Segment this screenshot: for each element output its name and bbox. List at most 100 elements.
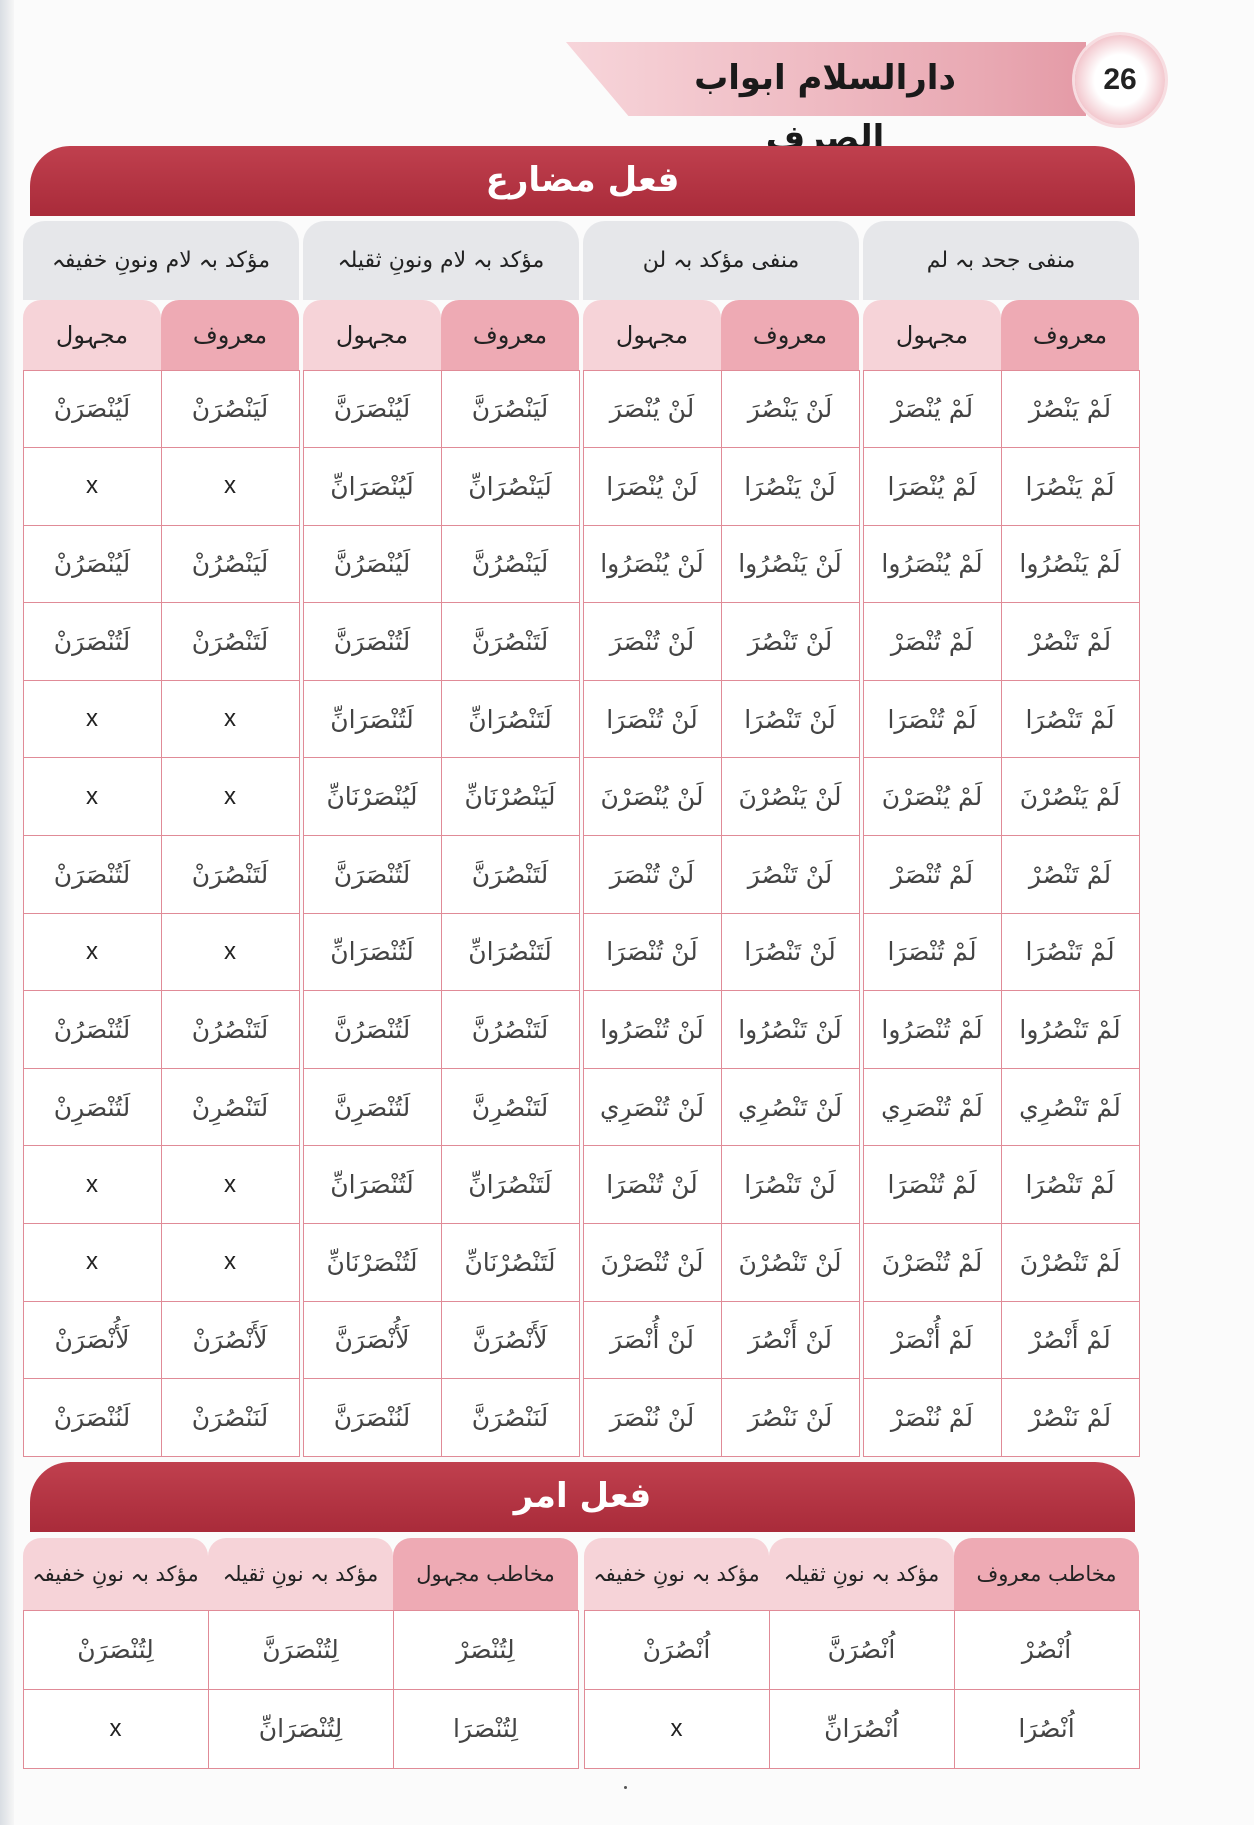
table-cell: لَتَنْصُرَنْ [160, 602, 300, 681]
table-cell: x [160, 1145, 300, 1225]
table-row: لَمْ أَنْصُرْ لَمْ أُنْصَرْ [862, 1300, 1140, 1380]
table-row: لَنْ تَنْصُرَا لَنْ تُنْصَرَا [582, 679, 860, 759]
amr-header-row: مخاطب مجہول مؤکد بہ نونِ ثقیلہ مؤکد بہ نون… [23, 1538, 578, 1610]
table-cell: لَتَنْصُرَنْ [160, 835, 300, 914]
table-cell: لَنْ تُنْصَرُوا [582, 990, 722, 1069]
table-cell: لَتُنْصَرَانِّ [302, 912, 442, 992]
amr-header: مخاطب مجہول [393, 1538, 578, 1610]
table-row: لَنْ تَنْصُرْنَ لَنْ تُنْصَرْنَ [582, 1223, 860, 1302]
table-cell: لَتَنْصُرِنَّ [440, 1067, 580, 1147]
table-cell: x [22, 447, 162, 526]
table-cell: لَمْ نُنْصَرْ [862, 1378, 1002, 1457]
table-cell: لَيُنْصَرْنَانِّ [302, 757, 442, 837]
table-cell: لَنْ نُنْصَرَ [582, 1378, 722, 1457]
table-cell: لَمْ تُنْصَرْ [862, 835, 1002, 914]
table-cell: لَنْ يُنْصَرَا [582, 447, 722, 526]
table-cell: لَنْ أُنْصَرَ [582, 1300, 722, 1380]
table-row: لَنْ تَنْصُرَا لَنْ تُنْصَرَا [582, 912, 860, 992]
page-number: 26 [1075, 35, 1165, 125]
table-row: لَنَنْصُرَنْ لَنُنْصَرَنْ [22, 1378, 300, 1457]
table-row: لَتَنْصُرَانِّ لَتُنْصَرَانِّ [302, 912, 580, 992]
table-row: لَتَنْصُرُنْ لَتُنْصَرُنْ [22, 990, 300, 1069]
table-cell: لَنْ نَنْصُرَ [720, 1378, 860, 1457]
amr-table: مخاطب معروف مؤکد بہ نونِ ثقیلہ مؤکد بہ نون… [22, 1538, 1140, 1769]
table-row: لَمْ تَنْصُرَا لَمْ تُنْصَرَا [862, 679, 1140, 759]
table-cell: لَيَنْصُرُنَّ [440, 524, 580, 604]
subheader-majhool: مجہول [583, 300, 721, 370]
table-row: لَمْ تَنْصُرِي لَمْ تُنْصَرِي [862, 1067, 1140, 1147]
table-row: لَتَنْصُرَنَّ لَتُنْصَرَنَّ [302, 602, 580, 681]
table-cell: لَتَنْصُرَنَّ [440, 835, 580, 914]
table-cell: لَتُنْصَرَنْ [22, 602, 162, 681]
table-cell: لَنْ تَنْصُرَا [720, 912, 860, 992]
table-row: لَتَنْصُرُنَّ لَتُنْصَرُنَّ [302, 990, 580, 1069]
table-row: لَتَنْصُرَانِّ لَتُنْصَرَانِّ [302, 679, 580, 759]
table-cell: لَنْ يُنْصَرُوا [582, 524, 722, 604]
table-row: لَنَنْصُرَنَّ لَنُنْصَرَنَّ [302, 1378, 580, 1457]
table-cell: لَأُنْصَرَنْ [22, 1300, 162, 1380]
table-cell: اُنْصُرَنْ [583, 1609, 770, 1690]
table-cell: لَمْ يُنْصَرُوا [862, 524, 1002, 604]
table-row: لَيَنْصُرَانِّ لَيُنْصَرَانِّ [302, 447, 580, 526]
table-cell: لَمْ يَنْصُرَا [1000, 447, 1140, 526]
table-row: لَمْ نَنْصُرْ لَمْ نُنْصَرْ [862, 1378, 1140, 1457]
table-cell: لَتَنْصُرَنَّ [440, 602, 580, 681]
table-cell: لَتُنْصَرَنَّ [302, 835, 442, 914]
table-cell: x [160, 679, 300, 759]
table-cell: اُنْصُرَا [953, 1688, 1140, 1769]
table-cell: لَمْ تُنْصَرُوا [862, 990, 1002, 1069]
subheader-row: معروف مجہول [583, 300, 859, 370]
table-cell: لَنْ تَنْصُرَا [720, 1145, 860, 1225]
table-cell: لَيَنْصُرَانِّ [440, 447, 580, 526]
group-title: منفی جحد بہ لم [863, 221, 1139, 300]
table-cell: لَتُنْصَرُنْ [22, 990, 162, 1069]
table-cell: لَتَنْصُرُنَّ [440, 990, 580, 1069]
table-row: اُنْصُرْ اُنْصُرَنَّ اُنْصُرَنْ [583, 1609, 1140, 1690]
table-cell: لَمْ يَنْصُرُوا [1000, 524, 1140, 604]
table-cell: لَنْ يَنْصُرَ [720, 369, 860, 449]
table-row: لَمْ تَنْصُرْ لَمْ تُنْصَرْ [862, 835, 1140, 914]
table-row: لَمْ يَنْصُرَا لَمْ يُنْصَرَا [862, 447, 1140, 526]
table-cell: لَأُنْصَرَنَّ [302, 1300, 442, 1380]
table-cell: x [22, 757, 162, 837]
table-cell: لَمْ نَنْصُرْ [1000, 1378, 1140, 1457]
table-cell: لَيُنْصَرَنَّ [302, 369, 442, 449]
table-cell: x [160, 447, 300, 526]
table-cell: x [583, 1688, 770, 1769]
table-cell: لَتُنْصَرِنَّ [302, 1067, 442, 1147]
table-cell: لَنْ تَنْصُرَ [720, 602, 860, 681]
table-cell: لِتُنْصَرْ [392, 1609, 579, 1690]
table-row: لَمْ يَنْصُرْ لَمْ يُنْصَرْ [862, 369, 1140, 449]
group-title: منفی مؤکد بہ لن [583, 221, 859, 300]
table-cell: لَيَنْصُرْنَانِّ [440, 757, 580, 837]
table-cell: لَيُنْصَرَنْ [22, 369, 162, 449]
table-row: لَمْ تَنْصُرَا لَمْ تُنْصَرَا [862, 1145, 1140, 1225]
amr-group: مخاطب مجہول مؤکد بہ نونِ ثقیلہ مؤکد بہ نون… [22, 1538, 579, 1769]
table-row: لَتَنْصُرَانِّ لَتُنْصَرَانِّ [302, 1145, 580, 1225]
table-row: لَيَنْصُرُنَّ لَيُنْصَرُنَّ [302, 524, 580, 604]
table-cell: لَأَنْصُرَنْ [160, 1300, 300, 1380]
table-cell: لَمْ يُنْصَرَا [862, 447, 1002, 526]
table-row: لَمْ تَنْصُرُوا لَمْ تُنْصَرُوا [862, 990, 1140, 1069]
table-cell: لَمْ تُنْصَرْ [862, 602, 1002, 681]
table-row: لِتُنْصَرْ لِتُنْصَرَنَّ لِتُنْصَرَنْ [22, 1609, 579, 1690]
table-row: لَنْ تَنْصُرَا لَنْ تُنْصَرَا [582, 1145, 860, 1225]
table-cell: لَنُنْصَرَنَّ [302, 1378, 442, 1457]
table-row: لَيَنْصُرَنَّ لَيُنْصَرَنَّ [302, 369, 580, 449]
table-cell: لَيُنْصَرُنَّ [302, 524, 442, 604]
table-cell: اُنْصُرَنَّ [768, 1609, 955, 1690]
table-cell: لَنْ تُنْصَرَا [582, 679, 722, 759]
table-cell: لَنْ تُنْصَرِي [582, 1067, 722, 1147]
subheader-row: معروف مجہول [303, 300, 579, 370]
table-row: لَيَنْصُرُنْ لَيُنْصَرُنْ [22, 524, 300, 604]
table-row: لَنْ يَنْصُرُوا لَنْ يُنْصَرُوا [582, 524, 860, 604]
table-row: لَمْ يَنْصُرُوا لَمْ يُنْصَرُوا [862, 524, 1140, 604]
mudari-group: مؤکد بہ لام ونونِ خفیفہ معروف مجہول لَيَنْص… [22, 221, 300, 1457]
table-cell: لَيُنْصَرُنْ [22, 524, 162, 604]
table-cell: لَمْ تَنْصُرَا [1000, 912, 1140, 992]
table-cell: x [22, 1145, 162, 1225]
